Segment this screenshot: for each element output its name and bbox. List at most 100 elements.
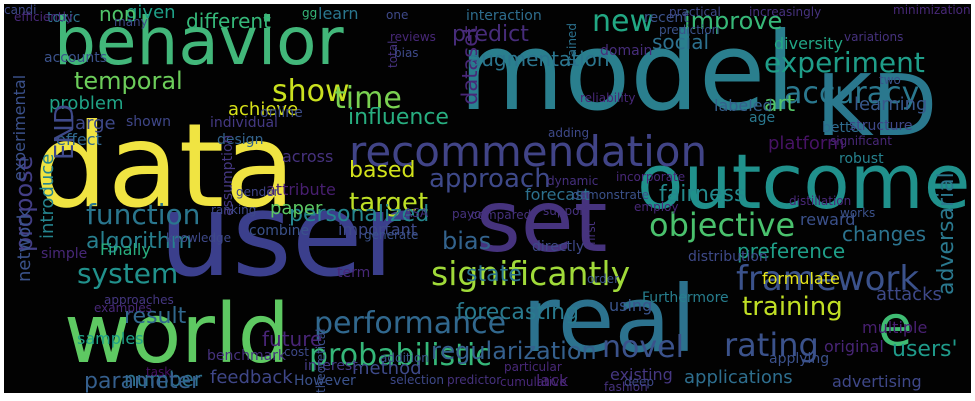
word-learn: learn — [318, 4, 359, 23]
word-experimental: experimental — [10, 74, 29, 181]
word-function: function — [86, 198, 201, 231]
word-individual: individual — [210, 115, 278, 131]
word-directly: directly — [532, 239, 585, 255]
word-feedback: feedback — [210, 367, 293, 388]
word-two: two — [879, 73, 901, 87]
word-distribution: distribution — [688, 249, 768, 265]
word-learning: learning — [854, 94, 928, 115]
word-user: user — [159, 169, 410, 303]
word-interaction: interaction — [466, 8, 542, 24]
word-attribute: attribute — [266, 180, 336, 199]
word-predict: predict — [452, 22, 529, 47]
word-task: task — [146, 365, 172, 379]
word-minimization: minimization — [893, 4, 971, 17]
word-across: across — [282, 147, 334, 166]
word-generate: generate — [364, 228, 419, 242]
word-gg: gg — [302, 6, 318, 20]
word-labeled: labeled — [714, 96, 773, 115]
word-set: set — [476, 172, 608, 272]
word-bias: bias — [442, 227, 492, 255]
word-assumption: assumption — [220, 134, 236, 216]
word-based: based — [349, 158, 416, 183]
word-gender: gender — [236, 185, 279, 199]
word-deep: deep — [624, 375, 654, 389]
word-cost: cost — [284, 345, 309, 359]
word-addition: addition — [380, 351, 429, 365]
word-adversarial: adversarial — [934, 172, 959, 295]
word-prediction: prediction — [659, 23, 720, 37]
word-improve: improve — [684, 7, 783, 35]
word-bias: bias — [394, 46, 419, 60]
word-data: data — [34, 99, 296, 234]
word-applying: applying — [769, 351, 830, 367]
word-formulate: formulate — [762, 269, 840, 288]
word-accuracy: accuracy — [784, 76, 920, 111]
word-given: given — [126, 4, 176, 23]
word-performance: performance — [314, 306, 507, 341]
word-better: better — [822, 120, 865, 136]
word-efficiently: efficiently — [14, 10, 74, 24]
word-dynamic: dynamic — [547, 174, 599, 188]
word-introduce: introduce — [37, 153, 58, 239]
word-large: large — [70, 113, 116, 134]
word-trained: trained — [565, 23, 579, 66]
word-approaches: approaches — [104, 293, 174, 307]
word-users-: users' — [892, 337, 958, 362]
word-term: term — [337, 265, 371, 281]
word-reviews: reviews — [390, 30, 436, 44]
word-art: art — [764, 92, 796, 117]
word-ranking: ranking — [211, 203, 257, 217]
word-existing: existing — [610, 365, 673, 384]
word-cumulative: cumulative — [500, 375, 567, 389]
word-theoretical: theoretical — [314, 328, 328, 393]
word-forecast: forecast — [525, 185, 590, 204]
word-advertising: advertising — [832, 372, 922, 391]
word-robust: robust — [839, 151, 884, 167]
word-predictor: predictor — [447, 373, 502, 387]
word-outcome: outcome — [637, 137, 971, 226]
word-non: non — [99, 4, 137, 26]
word-effect: effect — [56, 130, 102, 149]
word-many: many — [114, 15, 148, 29]
word-applications: applications — [684, 367, 793, 388]
word-support: support — [543, 204, 590, 218]
word-method: method — [352, 358, 422, 379]
word-simple: simple — [41, 246, 88, 262]
word-novel: novel — [602, 330, 684, 365]
word-lack: lack — [536, 371, 569, 390]
word-candi: candi — [4, 4, 37, 17]
word-reward: reward — [800, 210, 856, 229]
word-significant: significant — [830, 134, 892, 148]
word-order: order — [587, 272, 619, 286]
word-time: time — [334, 81, 402, 116]
word-distillation: distillation — [789, 194, 852, 208]
word-original: original — [824, 337, 884, 356]
word-fashion: fashion — [604, 380, 648, 393]
word-toxic: toxic — [47, 10, 81, 26]
word-augmentation: augmentation — [469, 47, 610, 71]
word-increasingly: increasingly — [749, 5, 822, 19]
word-show: show — [272, 74, 350, 109]
word-significantly: significantly — [431, 254, 631, 293]
word-algorithm: algorithm — [86, 229, 193, 254]
word-approach: approach — [429, 164, 551, 194]
word-different: different — [186, 9, 271, 33]
word-model: model — [459, 10, 796, 135]
word-recent: recent — [644, 10, 689, 26]
word-however: However — [294, 373, 356, 389]
word-future: future — [262, 327, 323, 351]
word-important: important — [338, 220, 418, 239]
word-paper: paper — [270, 198, 323, 219]
word-furthermore: Furthermore — [642, 290, 729, 306]
word-number: number — [124, 367, 203, 391]
word-preference: preference — [737, 239, 846, 263]
word-structure: structure — [849, 118, 913, 134]
word-adding: adding — [548, 126, 590, 140]
word-combine: combine — [249, 223, 310, 239]
word-examples: examples — [94, 301, 152, 315]
word-framework: framework — [736, 259, 920, 299]
word-experiment: experiment — [764, 46, 925, 79]
word-new: new — [592, 4, 655, 39]
word-benchmark: benchmark — [207, 348, 287, 364]
word-particular: particular — [504, 360, 562, 374]
